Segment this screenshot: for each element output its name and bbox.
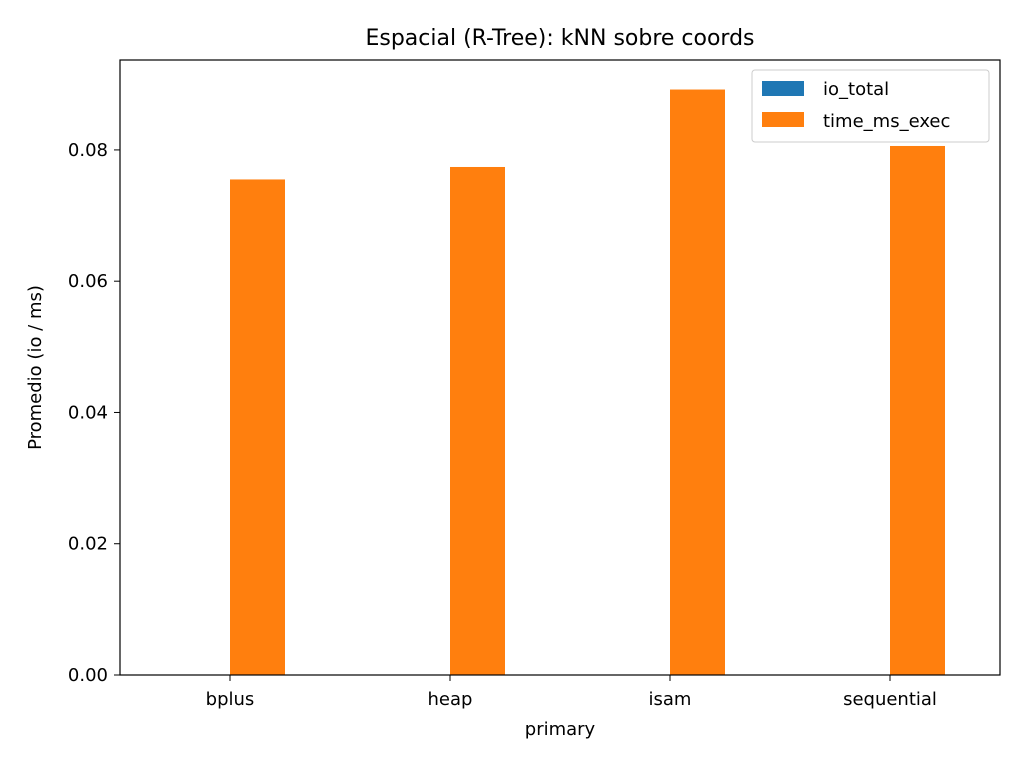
y-tick-label: 0.04 <box>68 402 108 423</box>
legend-swatch-io-total <box>762 81 804 96</box>
y-tick-label: 0.02 <box>68 534 108 555</box>
bar-time-ms-exec-sequential <box>890 145 945 675</box>
bar-time-ms-exec-bplus <box>230 179 285 676</box>
bar-time-ms-exec-heap <box>450 166 505 676</box>
x-tick-label-heap: heap <box>428 689 473 710</box>
y-tick-label: 0.08 <box>68 140 108 161</box>
y-axis-ticks: 0.00 0.02 0.04 0.06 0.08 <box>68 140 120 686</box>
bars-group <box>230 89 945 676</box>
legend-box <box>751 69 990 143</box>
x-tick-label-bplus: bplus <box>206 689 255 710</box>
y-tick-label: 0.00 <box>68 665 108 686</box>
plot-frame <box>119 59 1001 676</box>
y-tick-label: 0.06 <box>68 271 108 292</box>
legend-label-time-ms-exec: time_ms_exec <box>823 111 950 132</box>
legend-label-io-total: io_total <box>823 79 889 100</box>
bar-time-ms-exec-isam <box>670 89 725 675</box>
legend-swatch-time-ms-exec <box>762 112 804 127</box>
x-tick-label-isam: isam <box>649 689 692 710</box>
x-axis-ticks: bplus heap isam sequential <box>206 675 937 710</box>
legend: io_total time_ms_exec <box>751 69 990 143</box>
x-tick-label-sequential: sequential <box>843 689 937 710</box>
y-axis-label: Promedio (io / ms) <box>25 285 46 450</box>
x-axis-label: primary <box>525 719 596 740</box>
chart-title: Espacial (R-Tree): kNN sobre coords <box>365 26 754 51</box>
